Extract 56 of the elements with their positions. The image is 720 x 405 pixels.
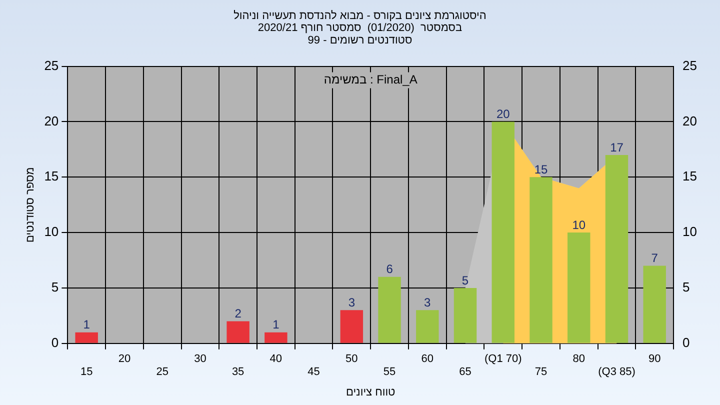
data-label: 2 (234, 306, 242, 321)
bar (605, 154, 628, 343)
bar (454, 288, 477, 343)
y2-tick-label: 0 (682, 334, 690, 350)
x-tick-label: 55 (383, 366, 396, 378)
y-tick-label: 15 (44, 168, 59, 184)
bar (416, 310, 439, 343)
bar (264, 332, 288, 343)
y-tick-label: 20 (44, 113, 59, 128)
x-tick-label: 90 (648, 353, 661, 366)
y2-tick-label: 5 (682, 280, 690, 295)
x-tick-label: (Q1 70) (484, 353, 522, 366)
y-tick-label: 10 (44, 224, 59, 240)
chart-title: היסטוגרמת ציונים בקורס - מבוא להנדסת תעשייה וניהול בסמסטר (01/2020) סמסטר חורף 2020/21 סטודנטים רשומים - 99 (234, 10, 486, 46)
y2-tick-label: 15 (682, 168, 698, 184)
x-tick-label: 65 (459, 366, 472, 378)
bar (226, 321, 250, 343)
x-axis-title: טווח ציונים (346, 386, 396, 398)
x-tick-label: 45 (308, 366, 320, 378)
y-tick-label: 5 (51, 280, 59, 295)
bar (530, 177, 552, 343)
bar (75, 332, 98, 343)
data-label: 15 (534, 162, 548, 176)
data-label: 20 (496, 107, 510, 122)
data-label: 1 (83, 318, 90, 332)
x-tick-label: 60 (421, 353, 434, 366)
bar (568, 232, 590, 343)
data-label: 5 (462, 273, 469, 288)
annotation: במשימה : Final_A (324, 72, 418, 87)
data-label: 7 (651, 251, 658, 266)
y-axis-title: מספר סטודנטים (24, 167, 37, 242)
y2-tick-label: 10 (682, 224, 698, 240)
x-tick-label: 80 (572, 353, 585, 366)
data-label: 10 (572, 218, 586, 232)
x-tick-label: 25 (156, 366, 168, 378)
bar (643, 266, 666, 343)
x-tick-label: 20 (118, 353, 131, 366)
y2-tick-label: 20 (682, 113, 698, 128)
data-label: 3 (424, 295, 432, 310)
y-tick-label: 0 (51, 334, 59, 350)
bar (340, 310, 364, 343)
x-tick-label: 75 (534, 366, 548, 378)
data-label: 17 (610, 140, 624, 154)
x-tick-label: 15 (80, 366, 93, 378)
y-tick-label: 25 (44, 58, 59, 73)
bar (378, 276, 401, 343)
x-tick-label: 50 (346, 353, 358, 366)
x-tick-label: 30 (194, 353, 206, 366)
x-tick-label: (Q3 85) (598, 366, 636, 378)
data-label: 1 (272, 318, 280, 332)
data-label: 6 (386, 262, 394, 276)
data-label: 3 (348, 295, 356, 310)
bar (492, 122, 514, 343)
x-tick-label: 35 (232, 366, 244, 378)
y2-tick-label: 25 (682, 58, 698, 73)
x-tick-label: 40 (270, 353, 282, 366)
